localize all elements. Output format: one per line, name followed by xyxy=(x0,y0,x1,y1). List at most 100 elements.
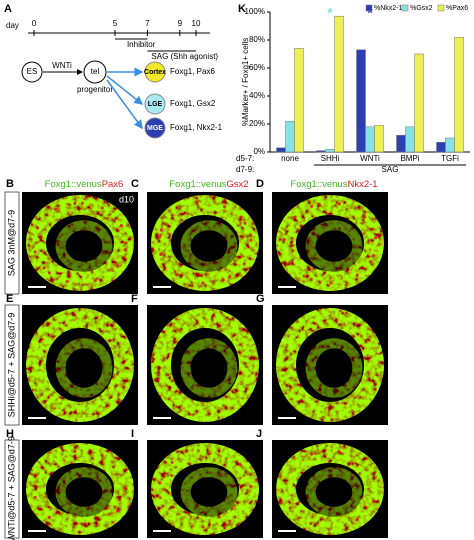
red-cell xyxy=(170,213,174,217)
bar xyxy=(316,150,326,153)
red-cell xyxy=(373,236,378,240)
reporter: Foxg1::venus xyxy=(290,179,347,190)
panel-letter: E xyxy=(6,293,13,305)
timepoint: d10 xyxy=(119,194,134,204)
red-cell xyxy=(302,274,306,278)
bar xyxy=(334,15,344,153)
red-cell xyxy=(115,264,120,268)
panel-letter: H xyxy=(6,428,14,440)
red-cell xyxy=(249,484,253,489)
red-cell xyxy=(282,237,286,241)
red-cell xyxy=(47,515,51,519)
red-cell xyxy=(249,238,253,242)
outcome-markers: Foxg1, Nkx2-1 xyxy=(170,123,223,132)
channel-header: Foxg1::venusGsx2 xyxy=(169,179,248,190)
red-cell xyxy=(317,202,321,206)
red-cell xyxy=(93,279,97,283)
red-cell xyxy=(309,204,314,208)
row-label-box xyxy=(4,191,20,295)
common-treatment: SAG xyxy=(382,165,399,174)
bar xyxy=(374,125,384,153)
red-cell xyxy=(228,519,232,523)
x-tick-label: BMPi xyxy=(400,154,419,163)
scale-bar xyxy=(28,286,46,288)
significance-star: * xyxy=(367,5,373,21)
scale-bar xyxy=(153,417,171,419)
outcome-name: LGE xyxy=(148,101,163,108)
legend-label: %Gsx2 xyxy=(410,5,433,12)
red-cell xyxy=(195,202,199,206)
scale-bar xyxy=(153,530,171,532)
row-condition: SHHi@d5-7 + SAG@d7-9 xyxy=(6,313,16,418)
reporter: Foxg1::venus xyxy=(169,179,226,190)
scale-bar xyxy=(278,417,296,419)
red-cell xyxy=(239,216,243,220)
red-cell xyxy=(124,487,128,491)
bar xyxy=(276,147,286,153)
tissue xyxy=(272,305,388,425)
scale-bar xyxy=(28,417,46,419)
y-tick-label: 20% xyxy=(249,119,265,128)
red-cell xyxy=(33,250,37,254)
red-cell xyxy=(372,253,376,258)
scale-bar xyxy=(278,286,296,288)
red-cell xyxy=(119,224,124,228)
red-cell xyxy=(65,279,69,284)
red-cell xyxy=(124,241,128,245)
outcome-name: Cortex xyxy=(144,69,166,76)
bar xyxy=(365,126,375,153)
outcome-node xyxy=(144,61,166,83)
bar xyxy=(294,48,304,153)
tissue xyxy=(272,192,388,294)
panel-letter: K xyxy=(238,3,246,15)
y-tick-label: 80% xyxy=(249,35,265,44)
legend-swatch xyxy=(401,4,409,12)
inhibitor-label: Inhibitor xyxy=(127,40,156,49)
x-tick-label: WNTi xyxy=(360,154,380,163)
bar xyxy=(405,126,415,153)
tissue xyxy=(147,440,263,538)
channel-header: Foxg1::venusNkx2-1 xyxy=(290,179,377,190)
bar xyxy=(325,148,335,153)
legend-label: %Nkx2-1 xyxy=(374,5,403,12)
panel-letter: G xyxy=(256,293,265,305)
day-number: 7 xyxy=(145,19,150,28)
panel-letter: C xyxy=(131,178,139,190)
panel-letter: F xyxy=(131,293,138,305)
row-label-box xyxy=(4,304,20,426)
bar xyxy=(285,120,295,153)
red-cell xyxy=(115,509,120,513)
y-tick-label: 100% xyxy=(245,7,265,16)
y-tick-label: 60% xyxy=(249,63,265,72)
scale-bar xyxy=(278,530,296,532)
marker: Gsx2 xyxy=(226,179,248,190)
day-number: 10 xyxy=(192,19,201,28)
red-cell xyxy=(35,226,40,230)
tel-label: tel xyxy=(91,67,100,76)
red-cell xyxy=(159,228,164,232)
x-tick-label: TGFi xyxy=(441,154,459,163)
red-cell xyxy=(242,262,246,266)
y-tick-label: 40% xyxy=(249,91,265,100)
red-cell xyxy=(309,452,314,456)
tel-node xyxy=(83,60,107,84)
tissue xyxy=(147,305,263,425)
bar xyxy=(454,36,464,153)
row-label: d7-9: xyxy=(236,165,254,174)
tissue xyxy=(22,440,138,538)
red-cell xyxy=(100,454,104,458)
row-condition: SAG 3nM@d7-9 xyxy=(6,210,16,276)
red-cell xyxy=(201,281,205,285)
progenitor-label: progenitor xyxy=(77,85,113,94)
arrow xyxy=(106,75,144,105)
red-cell xyxy=(337,202,341,206)
legend-swatch xyxy=(365,4,373,12)
arrow xyxy=(106,79,143,130)
x-tick-label: none xyxy=(281,154,299,163)
outcome-markers: Foxg1, Pax6 xyxy=(170,67,215,76)
reporter: Foxg1::venus xyxy=(45,179,102,190)
red-cell xyxy=(170,460,174,465)
channel-header: Foxg1::venusPax6 xyxy=(45,179,124,190)
red-cell xyxy=(337,450,341,454)
